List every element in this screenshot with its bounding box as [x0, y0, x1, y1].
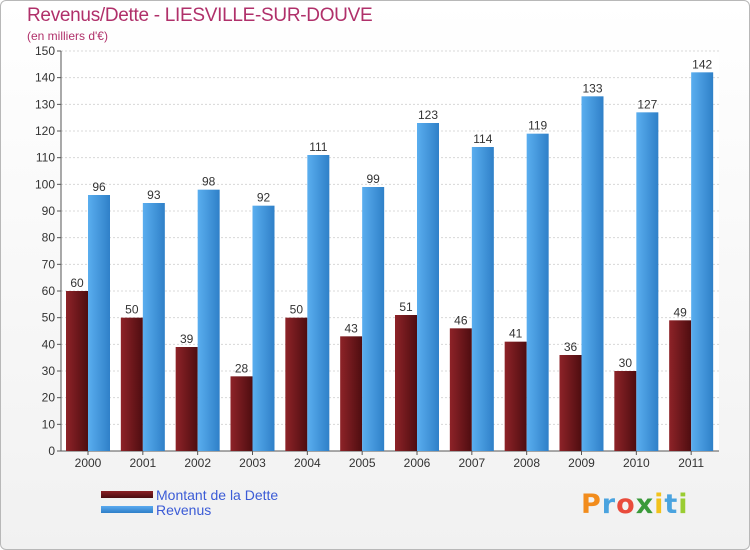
y-tick-label: 150: [35, 44, 55, 58]
x-tick-label: 2007: [458, 456, 485, 470]
bar-revenue: [362, 187, 385, 451]
bar-revenue: [581, 96, 604, 451]
data-label: 46: [454, 313, 468, 327]
logo-letter: x: [635, 489, 655, 520]
logo-letter: P: [581, 489, 602, 520]
y-tick-label: 20: [42, 391, 56, 405]
bar-debt: [669, 320, 692, 451]
data-label: 127: [637, 97, 657, 111]
bar-debt: [175, 347, 198, 451]
bar-debt: [559, 355, 582, 451]
bar-debt: [614, 371, 637, 451]
x-tick-label: 2005: [349, 456, 376, 470]
data-label: 49: [673, 305, 687, 319]
logo-letter: r: [601, 489, 617, 520]
data-label: 36: [564, 340, 578, 354]
bar-revenue: [252, 205, 275, 451]
y-tick-label: 90: [42, 204, 56, 218]
data-label: 111: [309, 140, 328, 154]
x-tick-label: 2011: [678, 456, 704, 470]
y-tick-label: 60: [42, 284, 56, 298]
data-label: 93: [147, 188, 161, 202]
data-label: 50: [290, 303, 304, 317]
logo-letter: o: [616, 489, 636, 520]
bar-revenue: [142, 203, 165, 451]
plot-area: [61, 51, 719, 451]
proxiti-logo: Proxiti: [581, 489, 689, 520]
bar-debt: [395, 315, 417, 451]
y-tick-label: 120: [35, 124, 55, 138]
x-tick-label: 2010: [623, 456, 650, 470]
legend-item-revenue: Revenus: [101, 501, 278, 518]
logo-letter: i: [654, 489, 665, 520]
bar-debt: [230, 376, 253, 451]
y-tick-label: 10: [42, 417, 56, 431]
bar-debt: [449, 328, 472, 451]
bar-debt: [120, 317, 143, 451]
bar-revenue: [417, 123, 439, 451]
data-label: 41: [509, 327, 523, 341]
bar-revenue: [197, 189, 220, 451]
data-label: 30: [619, 356, 633, 370]
data-label: 96: [92, 180, 106, 194]
legend-swatch-revenue: [101, 506, 153, 513]
x-tick-label: 2002: [184, 456, 211, 470]
y-tick-label: 130: [35, 97, 55, 111]
y-tick-label: 0: [48, 444, 55, 458]
chart-subtitle: (en milliers d'€): [27, 29, 108, 43]
data-label: 99: [366, 172, 380, 186]
data-label: 50: [125, 303, 139, 317]
bar-debt: [340, 336, 363, 451]
legend-label-revenue: Revenus: [156, 501, 212, 518]
legend: Montant de la Dette Revenus: [101, 486, 279, 518]
x-tick-label: 2000: [75, 456, 102, 470]
data-label: 123: [418, 108, 438, 122]
legend-item-debt: Montant de la Dette: [101, 486, 279, 503]
data-label: 92: [257, 191, 271, 205]
data-label: 43: [344, 321, 358, 335]
bar-debt: [66, 291, 88, 451]
x-tick-label: 2009: [568, 456, 595, 470]
y-tick-label: 140: [35, 71, 55, 85]
chart-title: Revenus/Dette - LIESVILLE-SUR-DOUVE: [27, 5, 373, 26]
data-label: 98: [202, 175, 216, 189]
y-tick-label: 30: [42, 364, 56, 378]
x-tick-label: 2006: [404, 456, 431, 470]
data-label: 39: [180, 332, 194, 346]
data-label: 119: [528, 119, 547, 133]
legend-label-debt: Montant de la Dette: [156, 486, 279, 503]
x-tick-label: 2008: [513, 456, 540, 470]
x-tick-label: 2004: [294, 456, 321, 470]
logo-letter: t: [664, 489, 679, 520]
y-tick-label: 40: [42, 337, 56, 351]
bar-debt: [285, 317, 308, 451]
data-label: 51: [399, 300, 413, 314]
x-tick-label: 2003: [239, 456, 266, 470]
data-label: 133: [582, 81, 602, 95]
bar-revenue: [691, 72, 714, 451]
data-label: 60: [70, 276, 84, 290]
data-label: 142: [692, 57, 712, 71]
bar-revenue: [526, 133, 549, 451]
bar-revenue: [88, 195, 110, 451]
y-tick-label: 50: [42, 311, 56, 325]
y-tick-label: 110: [36, 151, 55, 165]
bar-debt: [504, 341, 527, 451]
bar-revenue: [471, 147, 494, 451]
bar-revenue: [636, 112, 659, 451]
bar-revenue: [307, 155, 330, 451]
y-tick-label: 80: [42, 231, 56, 245]
logo-letter: i: [678, 489, 689, 520]
data-label: 28: [235, 361, 249, 375]
x-tick-label: 2001: [129, 456, 156, 470]
y-tick-label: 70: [42, 257, 56, 271]
y-tick-label: 100: [35, 177, 55, 191]
legend-swatch-debt: [101, 491, 153, 498]
data-label: 114: [473, 132, 492, 146]
